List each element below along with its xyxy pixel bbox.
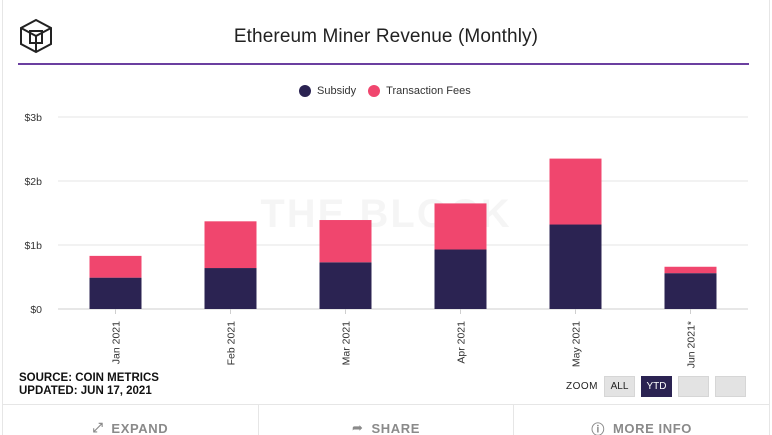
x-tick-label: Mar 2021 [341,321,353,366]
bar-transaction-fees-3 [434,203,487,250]
bar-transaction-fees-4 [549,158,602,225]
zoom-option-3-button[interactable] [678,376,709,397]
page-title: Ethereum Miner Revenue (Monthly) [233,26,539,47]
legend-swatch-transaction-fees [368,85,381,97]
source-line: SOURCE: COIN METRICS [19,372,159,384]
zoom-label: ZOOM [566,381,598,392]
more-info-label: MORE INFO [612,420,693,435]
y-tick-label: $3b [24,112,42,124]
bar-transaction-fees-1 [204,221,257,269]
bar-subsidy-0 [89,277,142,309]
legend-label-transaction-fees: Transaction Fees [386,85,471,97]
zoom-all-button[interactable]: ALL [604,376,635,397]
info-icon: ⓘ [591,421,605,435]
share-label: SHARE [371,420,421,435]
y-tick-label: $2b [24,176,42,188]
chart-legend: Subsidy Transaction Fees [299,85,483,97]
bar-subsidy-5 [664,273,717,309]
bar-transaction-fees-5 [664,266,717,274]
share-icon: ➦ [352,420,364,435]
zoom-ytd-button[interactable]: YTD [641,376,672,397]
zoom-controls: ZOOM ALL YTD [566,376,752,397]
legend-item-subsidy[interactable]: Subsidy [299,85,356,97]
bar-transaction-fees-2 [319,220,372,263]
y-tick-label: $1b [24,240,42,252]
card-footer: ⤢ EXPAND ➦ SHARE ⓘ MORE INFO [3,404,769,435]
expand-label: EXPAND [111,420,169,435]
legend-swatch-subsidy [299,85,311,97]
title-divider [18,63,749,65]
bar-subsidy-4 [549,224,602,309]
x-tick-label: May 2021 [571,321,583,367]
more-info-button[interactable]: ⓘ MORE INFO [513,405,769,435]
bar-transaction-fees-0 [89,255,142,278]
legend-label-subsidy: Subsidy [317,85,357,97]
x-tick-label: Jun 2021* [686,321,698,368]
bar-subsidy-1 [204,268,257,309]
source-note: SOURCE: COIN METRICS UPDATED: JUN 17, 20… [19,372,159,398]
share-button[interactable]: ➦ SHARE [257,405,514,435]
bar-subsidy-3 [434,249,487,309]
cube-logo-icon [20,18,52,54]
expand-icon: ⤢ [92,420,104,435]
chart-header: Ethereum Miner Revenue (Monthly) [3,0,769,66]
expand-button[interactable]: ⤢ EXPAND [3,405,258,435]
legend-item-transaction-fees[interactable]: Transaction Fees [368,85,471,97]
x-tick-label: Jan 2021 [111,321,123,364]
y-tick-label: $0 [30,304,42,316]
x-tick-label: Apr 2021 [456,321,468,364]
updated-line: UPDATED: JUN 17, 2021 [19,385,152,397]
zoom-option-4-button[interactable] [715,376,746,397]
bar-subsidy-2 [319,262,372,309]
x-tick-label: Feb 2021 [226,321,238,366]
